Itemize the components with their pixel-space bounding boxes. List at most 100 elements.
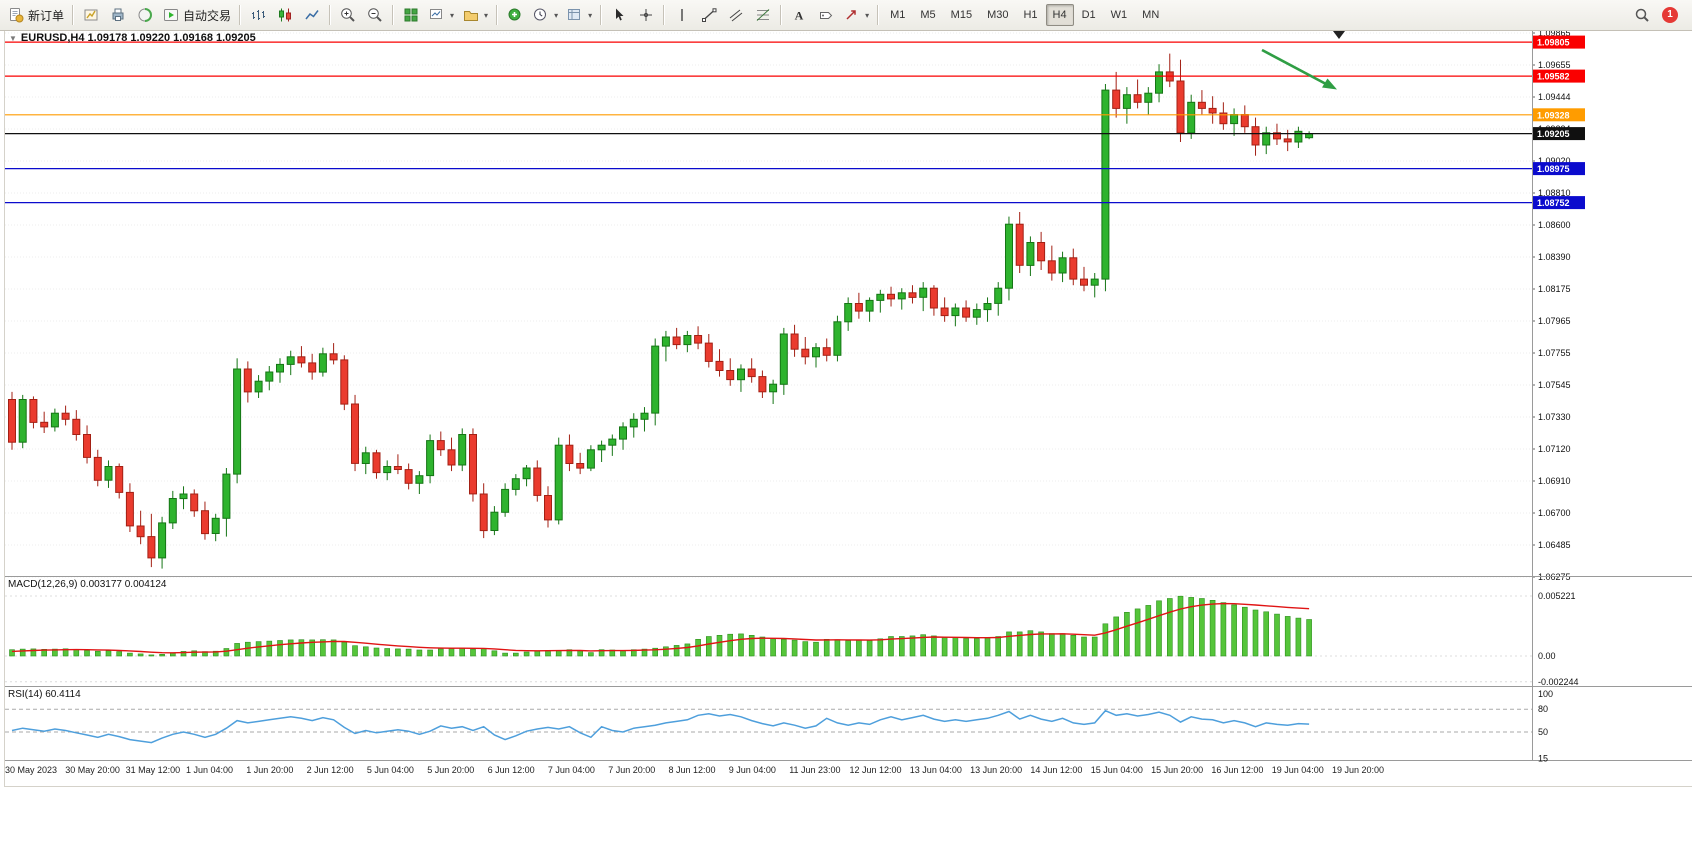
candle-body [168, 498, 177, 524]
equidistant-channel-button[interactable] [723, 3, 749, 27]
candle-body [1240, 114, 1249, 128]
candle-body [672, 336, 681, 346]
new-order-button[interactable]: 新订单 [4, 3, 68, 27]
text-label-button[interactable] [813, 3, 839, 27]
macd-histogram-bar [491, 650, 498, 657]
search-icon [1635, 8, 1649, 22]
data-window-icon [138, 8, 153, 22]
line-chart-button[interactable] [299, 3, 325, 27]
macd-histogram-bar [384, 648, 391, 657]
notification-badge[interactable]: 1 [1662, 7, 1678, 23]
profiles-button[interactable]: ▾ [459, 3, 492, 27]
time-axis-label: 19 Jun 04:00 [1272, 765, 1324, 775]
time-axis-label: 13 Jun 20:00 [970, 765, 1022, 775]
candle-body [72, 418, 81, 435]
bar-chart-button[interactable] [245, 3, 271, 27]
timeframe-group: M1 M5 M15 M30 H1 H4 D1 W1 MN [883, 4, 1166, 26]
macd-histogram-bar [1295, 617, 1302, 657]
macd-histogram-bar [920, 634, 927, 657]
tile-windows-button[interactable] [398, 3, 424, 27]
timeframe-mn-button[interactable]: MN [1135, 4, 1166, 26]
toolbar-separator [329, 5, 332, 25]
macd-histogram-bar [931, 635, 937, 657]
crosshair-button[interactable] [633, 3, 659, 27]
text-icon: A [795, 9, 804, 23]
timeframe-m5-button[interactable]: M5 [913, 4, 942, 26]
time-axis-label: 12 Jun 12:00 [850, 765, 902, 775]
macd-histogram-bar [180, 651, 187, 657]
candle-body [329, 353, 338, 361]
vertical-line-button[interactable] [669, 3, 695, 27]
macd-histogram-bar [566, 649, 573, 657]
periods-button[interactable]: ▾ [529, 3, 562, 27]
horizontal-lines[interactable] [5, 41, 1532, 204]
macd-histogram-bar [427, 649, 433, 657]
text-button[interactable]: A [786, 3, 812, 27]
candle-body [651, 345, 660, 414]
timeframe-h4-button[interactable]: H4 [1045, 4, 1074, 26]
timeframe-m1-button[interactable]: M1 [883, 4, 912, 26]
fibonacci-button[interactable] [750, 3, 776, 27]
time-scale[interactable]: 30 May 2023 30 May 20:00 31 May 12:00 1 Jun… [5, 765, 1384, 775]
templates-button[interactable]: ▾ [563, 3, 596, 27]
macd-histogram-bar [320, 639, 326, 657]
candle-body [490, 511, 499, 532]
autotrading-button[interactable]: 自动交易 [159, 3, 235, 27]
macd-signal-line [11, 602, 1310, 654]
annotation-arrow[interactable] [1261, 48, 1337, 90]
macd-histogram-bar [641, 648, 648, 657]
candle-body [147, 536, 156, 559]
time-axis-label: 16 Jun 12:00 [1211, 765, 1263, 775]
time-axis-label: 8 Jun 12:00 [669, 765, 716, 775]
arrows-button[interactable]: ▾ [840, 3, 873, 27]
autotrading-icon [164, 9, 179, 21]
macd-histogram-bar [598, 649, 605, 657]
macd-histogram-bar [127, 652, 133, 657]
zoom-out-button[interactable] [362, 3, 388, 27]
data-window-button[interactable] [132, 3, 158, 27]
candlestick-chart-button[interactable] [272, 3, 298, 27]
new-chart-button[interactable]: ▾ [425, 3, 458, 27]
candle-body [983, 303, 992, 311]
timeframe-h1-button[interactable]: H1 [1016, 4, 1044, 26]
line-price-tag [1533, 108, 1585, 122]
candle-body [1101, 89, 1110, 280]
charts-button[interactable] [78, 3, 104, 27]
candlestick-chart-icon [279, 8, 292, 22]
zoom-in-button[interactable] [335, 3, 361, 27]
candle-body [544, 495, 552, 521]
timeframe-m30-button[interactable]: M30 [980, 4, 1015, 26]
macd-histogram-bar [684, 643, 691, 657]
print-button[interactable] [105, 3, 131, 27]
macd-histogram-bar [298, 639, 305, 657]
macd-histogram-bar [663, 646, 669, 657]
svg-text:1.09328: 1.09328 [1537, 110, 1570, 120]
indicators-button[interactable] [502, 3, 528, 27]
tile-windows-icon [404, 8, 418, 22]
candle-body [758, 376, 767, 393]
macd-histogram-bar [877, 638, 884, 657]
candle-body [297, 356, 306, 364]
macd-histogram-bar [898, 636, 905, 657]
candle-body [29, 399, 38, 423]
toolbar-separator [392, 5, 395, 25]
price-axis-label: 1.08810 [1538, 188, 1571, 198]
price-scale[interactable]: 1.098651.096551.094441.092341.090201.088… [1532, 28, 1585, 582]
one-click-trading-collapse-icon[interactable]: ▼ [9, 33, 17, 43]
autotrading-label: 自动交易 [183, 8, 232, 23]
macd-histogram-bar [137, 653, 144, 657]
trendline-button[interactable] [696, 3, 722, 27]
candle-body [93, 456, 102, 481]
macd-histogram-bar [577, 650, 584, 657]
vertical-line-icon [681, 9, 683, 21]
candle-body [737, 368, 745, 381]
timeframe-w1-button[interactable]: W1 [1104, 4, 1135, 26]
time-axis-label: 7 Jun 20:00 [608, 765, 655, 775]
price-axis-label: 1.06910 [1538, 476, 1571, 486]
timeframe-d1-button[interactable]: D1 [1075, 4, 1103, 26]
candle-body [1176, 80, 1185, 134]
timeframe-m15-button[interactable]: M15 [944, 4, 979, 26]
search-button[interactable] [1629, 3, 1655, 27]
cursor-button[interactable] [606, 3, 632, 27]
